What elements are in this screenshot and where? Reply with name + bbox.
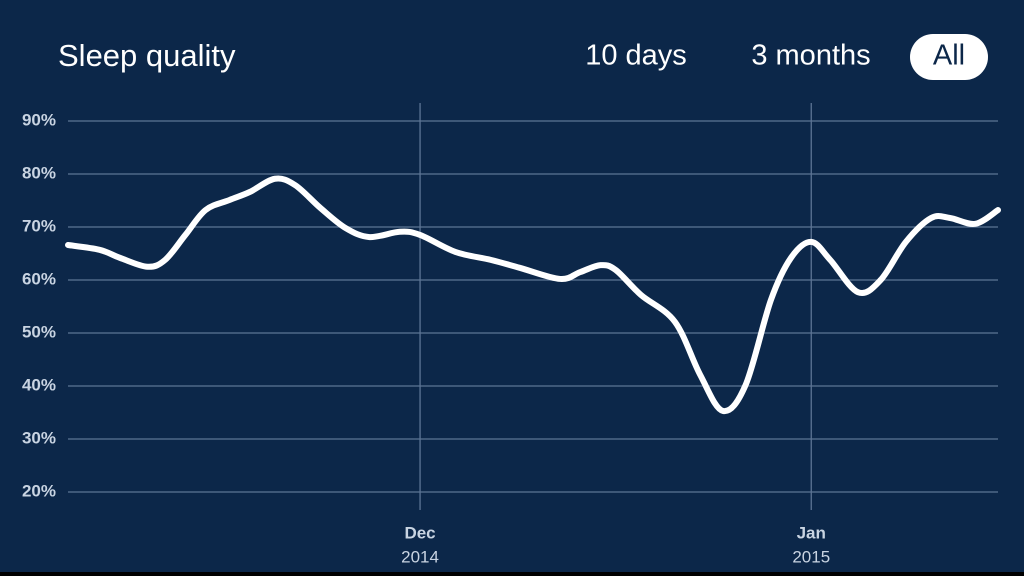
range-button[interactable]: 10 days	[585, 40, 687, 72]
y-tick-label: 80%	[22, 163, 56, 182]
x-tick-year: 2014	[401, 547, 439, 566]
range-button[interactable]: All	[933, 40, 965, 72]
range-button[interactable]: 3 months	[751, 40, 870, 72]
y-tick-label: 30%	[22, 428, 56, 447]
y-tick-label: 40%	[22, 375, 56, 394]
x-tick-label: Jan	[797, 523, 826, 542]
y-tick-label: 50%	[22, 322, 56, 341]
y-tick-label: 60%	[22, 269, 56, 288]
chart-title: Sleep quality	[58, 38, 236, 73]
line	[65, 175, 1001, 415]
y-tick-label: 70%	[22, 216, 56, 235]
y-tick-label: 90%	[22, 110, 56, 129]
x-tick-label: Dec	[404, 523, 435, 542]
y-tick-label: 20%	[22, 481, 56, 500]
range-button-bg[interactable]	[910, 34, 988, 80]
x-tick-year: 2015	[792, 547, 830, 566]
